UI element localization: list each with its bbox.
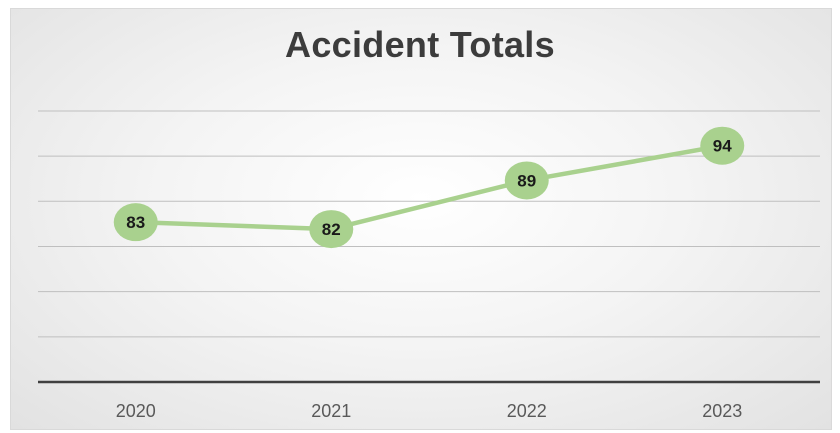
data-label: 82 xyxy=(322,220,341,239)
data-label: 83 xyxy=(126,213,145,232)
chart-title: Accident Totals xyxy=(285,24,555,65)
series-layer: 83 82 89 94 xyxy=(113,126,745,249)
data-label: 94 xyxy=(713,137,732,156)
data-point-marker xyxy=(700,126,745,165)
data-point-marker xyxy=(113,203,158,242)
gridlines xyxy=(38,110,820,338)
data-point-marker xyxy=(504,161,549,200)
x-tick-labels: 2020 2021 2022 2023 xyxy=(116,401,743,421)
series-line xyxy=(133,143,725,232)
x-tick-label: 2021 xyxy=(311,401,351,421)
x-tick-label: 2020 xyxy=(116,401,156,421)
data-point-marker xyxy=(309,210,354,249)
x-tick-label: 2023 xyxy=(702,401,742,421)
x-tick-label: 2022 xyxy=(507,401,547,421)
data-label: 89 xyxy=(517,171,536,190)
